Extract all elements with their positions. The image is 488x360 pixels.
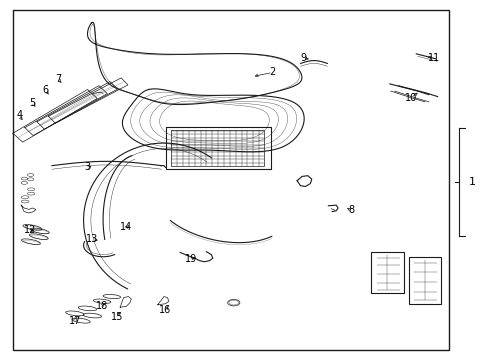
- FancyBboxPatch shape: [370, 252, 403, 293]
- Text: 16: 16: [159, 305, 171, 315]
- Text: 7: 7: [55, 74, 61, 84]
- Text: 4: 4: [16, 111, 22, 121]
- Text: 15: 15: [110, 312, 122, 322]
- Text: 9: 9: [299, 53, 305, 63]
- Text: 10: 10: [405, 93, 417, 103]
- Text: 2: 2: [269, 67, 275, 77]
- Text: 12: 12: [24, 225, 36, 235]
- Bar: [13, 10, 448, 350]
- Text: 1: 1: [468, 177, 475, 187]
- Text: 19: 19: [184, 254, 197, 264]
- Text: 8: 8: [348, 206, 354, 216]
- Text: 13: 13: [86, 234, 98, 244]
- Text: 18: 18: [96, 301, 108, 311]
- Text: 5: 5: [29, 98, 36, 108]
- Bar: [171, 130, 264, 166]
- Text: 11: 11: [427, 53, 439, 63]
- Text: 17: 17: [68, 316, 81, 325]
- Text: 3: 3: [84, 162, 90, 172]
- Text: 6: 6: [42, 85, 48, 95]
- Text: 14: 14: [120, 222, 132, 232]
- FancyBboxPatch shape: [408, 257, 440, 304]
